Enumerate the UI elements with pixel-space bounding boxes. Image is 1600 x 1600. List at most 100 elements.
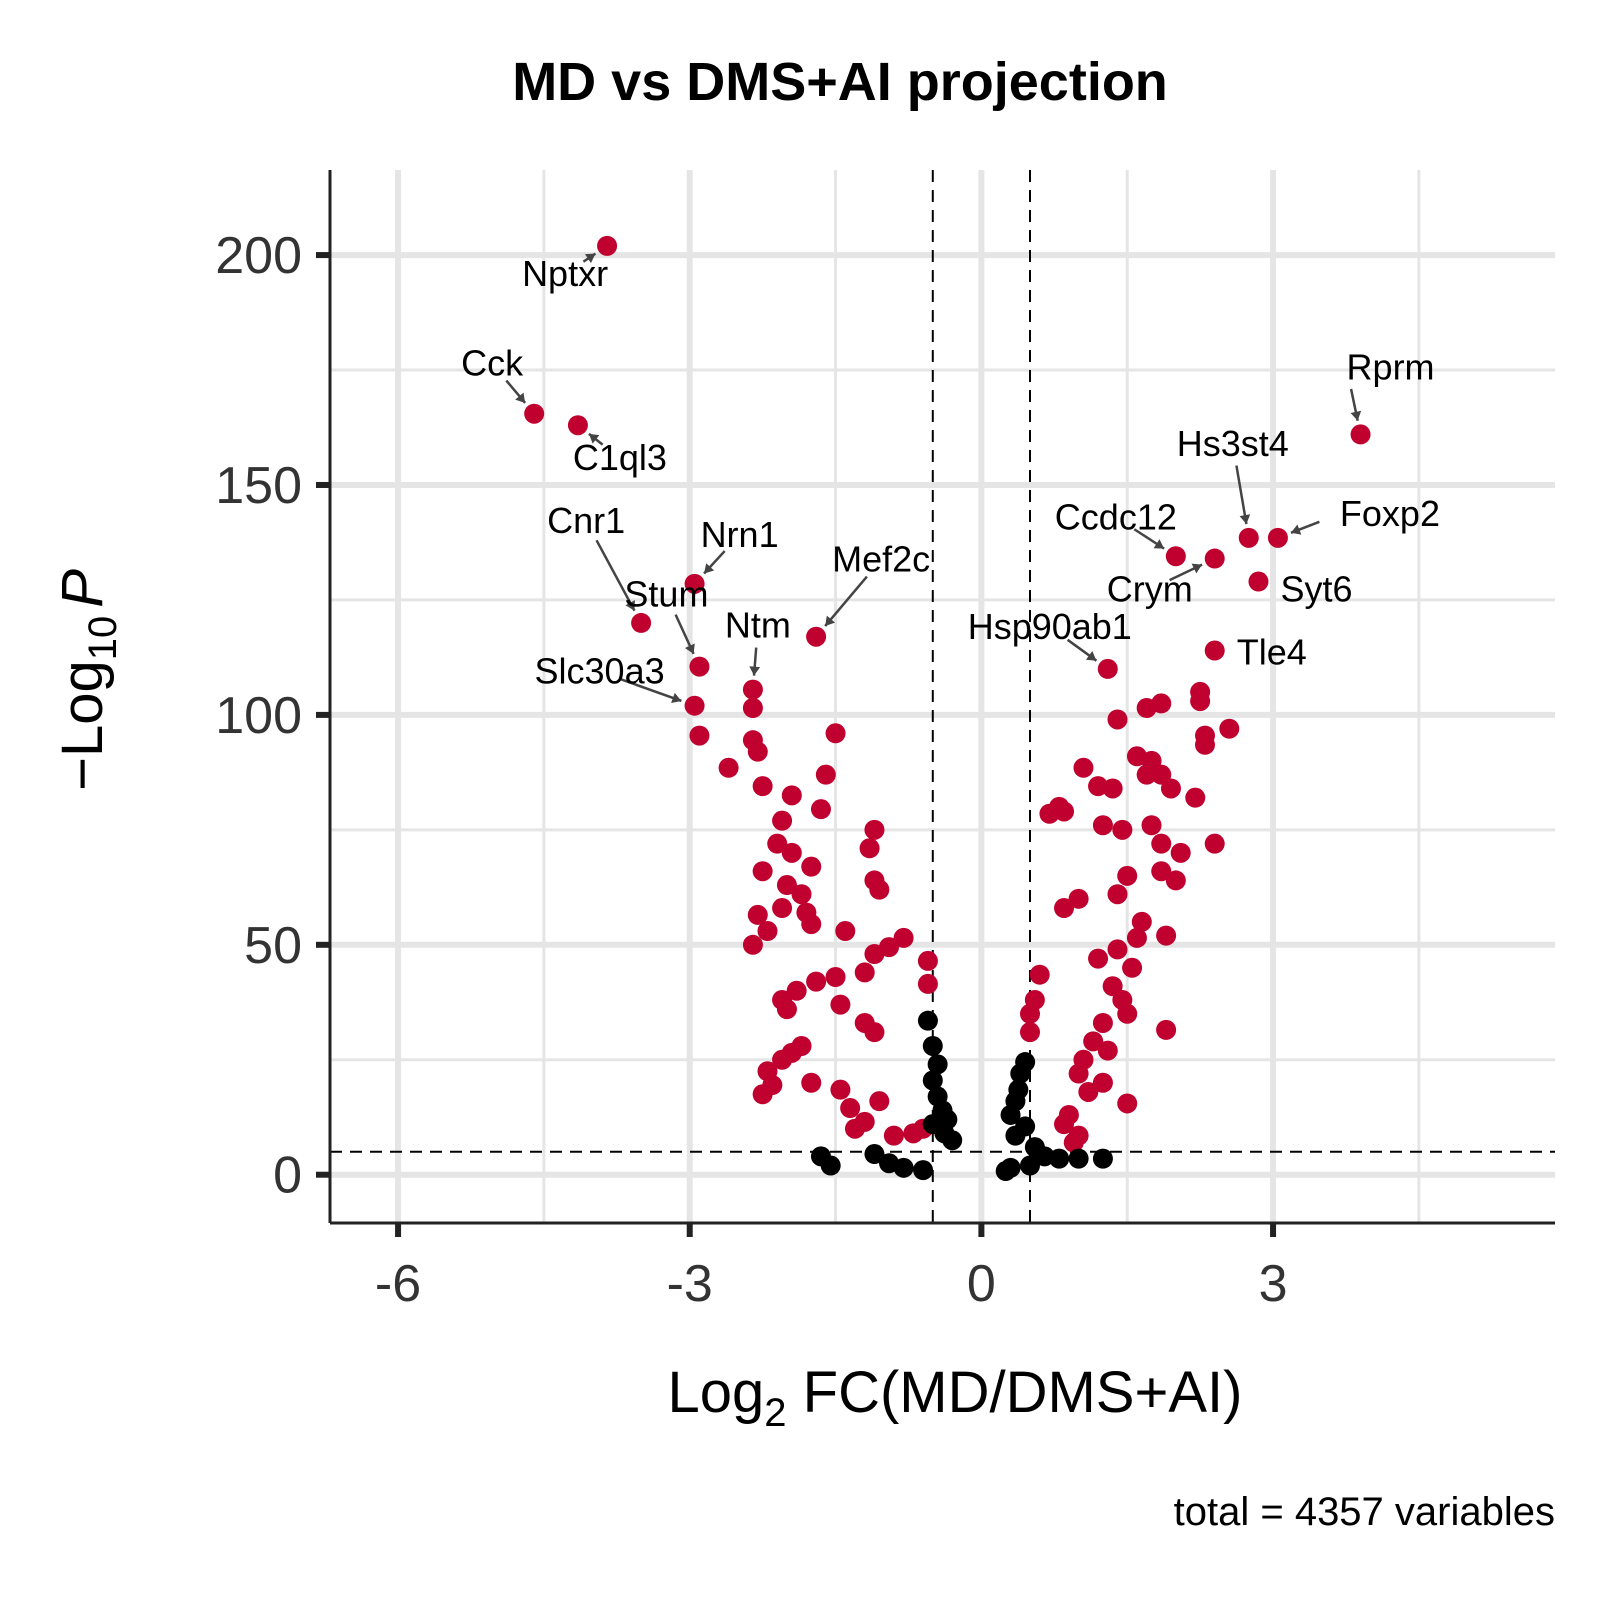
significant-point <box>830 1079 851 1100</box>
label-arrowhead <box>684 643 695 654</box>
not-significant-point <box>942 1130 963 1151</box>
significant-point <box>1112 819 1133 840</box>
label-arrowhead <box>1191 563 1203 574</box>
label-arrowhead <box>1350 410 1362 421</box>
significant-point <box>1107 709 1128 730</box>
significant-point <box>742 679 763 700</box>
significant-point <box>689 725 710 746</box>
significant-point <box>524 403 545 424</box>
gene-label: Syt6 <box>1280 569 1352 610</box>
not-significant-point <box>995 1161 1016 1182</box>
significant-point <box>1136 697 1157 718</box>
significant-point <box>864 819 885 840</box>
significant-point <box>1029 964 1050 985</box>
significant-point <box>1020 1022 1040 1043</box>
significant-point <box>1141 815 1162 836</box>
significant-point <box>854 962 875 983</box>
significant-point <box>883 1125 904 1146</box>
chart-title: MD vs DMS+AI projection <box>512 52 1168 112</box>
x-tick-label: 3 <box>1259 1255 1288 1313</box>
x-tick-label: -6 <box>375 1255 421 1313</box>
gene-label: Nptxr <box>522 253 608 294</box>
label-arrowhead <box>1239 514 1251 525</box>
significant-point <box>684 573 705 594</box>
caption: total = 4357 variables <box>1174 1490 1555 1534</box>
label-arrowhead <box>749 666 761 676</box>
significant-point <box>840 1098 861 1119</box>
y-tick-label: 200 <box>215 227 302 285</box>
significant-point <box>1107 884 1128 905</box>
label-arrowhead <box>704 563 715 574</box>
significant-point <box>1126 927 1147 948</box>
significant-point <box>825 966 846 987</box>
significant-point <box>810 799 831 820</box>
significant-point <box>1068 888 1089 909</box>
gene-label: Foxp2 <box>1340 493 1440 534</box>
significant-point <box>1117 1093 1138 1114</box>
y-tick-label: 0 <box>273 1147 302 1205</box>
gene-label: C1ql3 <box>573 437 667 478</box>
significant-point <box>772 898 793 919</box>
significant-points <box>524 235 1371 1153</box>
label-arrowhead <box>588 433 600 444</box>
significant-point <box>1107 939 1128 960</box>
significant-point <box>631 612 652 633</box>
significant-point <box>791 884 812 905</box>
significant-point <box>801 856 822 877</box>
y-tick-label: 150 <box>215 457 302 515</box>
significant-point <box>757 921 778 942</box>
significant-point <box>1063 1132 1084 1153</box>
y-tick-label: 100 <box>215 687 302 745</box>
not-significant-point <box>927 1054 948 1075</box>
significant-point <box>864 1022 885 1043</box>
significant-point <box>1165 870 1186 891</box>
significant-point <box>1185 787 1206 808</box>
significant-point <box>1054 1114 1075 1135</box>
significant-point <box>752 1084 773 1105</box>
significant-point <box>1190 691 1211 712</box>
label-connector <box>1235 465 1248 525</box>
significant-point <box>1020 1003 1040 1024</box>
gene-labels: Nptxr Cck C1ql3 Cnr1 Nrn1 Stum Slc30a3 Ntm Mef2c… <box>461 252 1440 704</box>
significant-point <box>1160 778 1181 799</box>
significant-point <box>1204 548 1225 569</box>
not-significant-point <box>1020 1155 1040 1176</box>
significant-point <box>1219 718 1240 739</box>
significant-point <box>747 904 768 925</box>
significant-point <box>1097 658 1118 679</box>
not-significant-point <box>1010 1063 1031 1084</box>
significant-point <box>893 927 914 948</box>
label-arrowhead <box>515 392 526 403</box>
significant-point <box>1117 865 1138 886</box>
significant-point <box>1088 776 1109 797</box>
significant-point <box>781 842 802 863</box>
significant-point <box>825 723 846 744</box>
label-connector <box>595 539 636 612</box>
not-significant-point <box>922 1035 943 1056</box>
axes: -6 -3 0 3 0 50 100 150 200 <box>215 170 1555 1313</box>
not-significant-point <box>864 1144 885 1165</box>
significant-point <box>1267 527 1288 548</box>
significant-point <box>752 861 773 882</box>
gene-label: Hsp90ab1 <box>968 606 1132 647</box>
not-significant-point <box>1049 1148 1070 1169</box>
significant-point <box>1092 1072 1113 1093</box>
significant-point <box>1165 546 1186 567</box>
gene-label: Crym <box>1107 569 1193 610</box>
significant-point <box>776 875 797 896</box>
significant-point <box>1117 1003 1138 1024</box>
gene-label: Slc30a3 <box>535 651 665 692</box>
significant-point <box>806 626 827 647</box>
grid <box>330 170 1555 1223</box>
significant-point <box>1204 833 1225 854</box>
gene-label: Stum <box>624 574 708 615</box>
significant-point <box>597 235 618 256</box>
x-tick-label: 0 <box>967 1255 996 1313</box>
gene-label: Rprm <box>1347 346 1435 387</box>
significant-point <box>835 921 856 942</box>
significant-point <box>1156 925 1177 946</box>
not-significant-point <box>1092 1148 1113 1169</box>
significant-point <box>815 764 836 785</box>
significant-point <box>1068 1063 1089 1084</box>
